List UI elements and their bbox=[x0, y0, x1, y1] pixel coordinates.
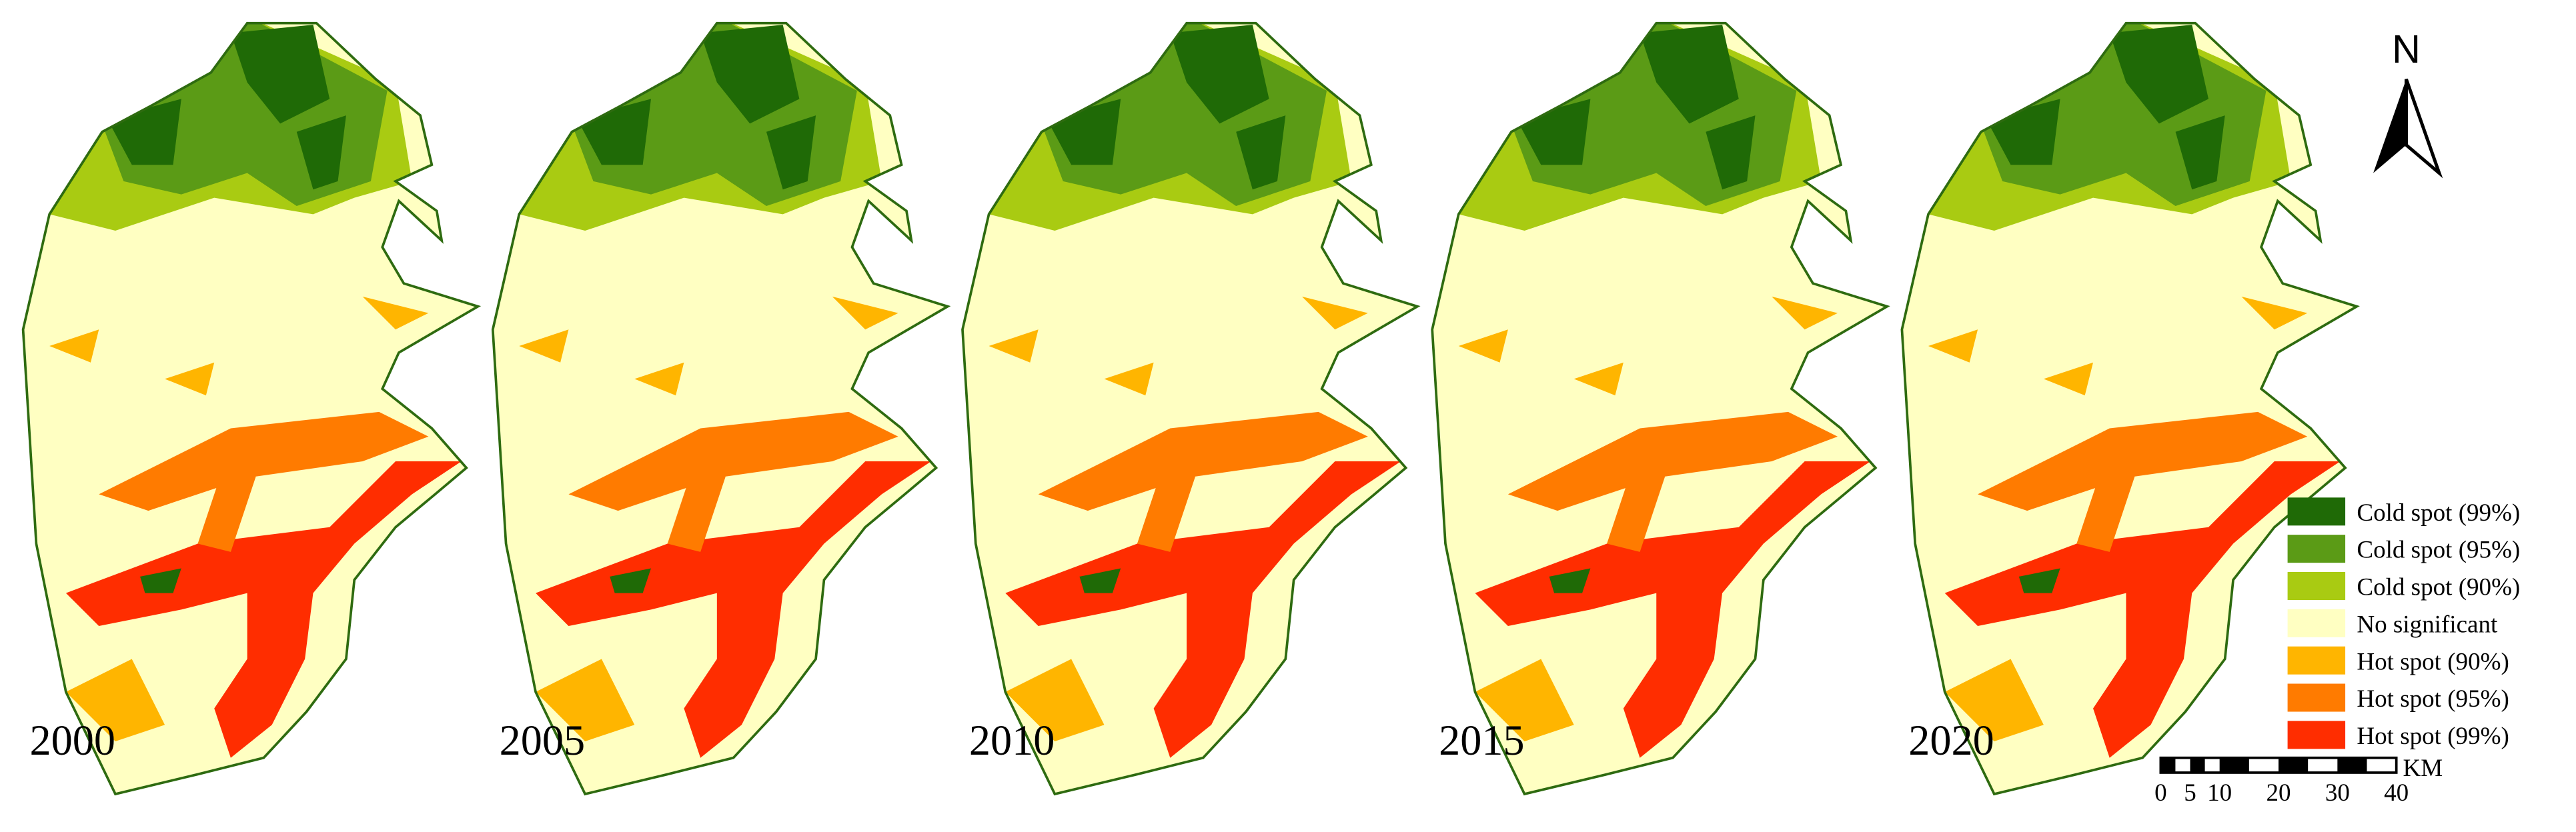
scale-label: 10 bbox=[2207, 779, 2232, 807]
legend-label: Hot spot (95%) bbox=[2357, 685, 2509, 713]
map-panel: 2020 bbox=[1879, 0, 2373, 823]
scale-label: 40 bbox=[2384, 779, 2409, 807]
legend-label: No significant bbox=[2357, 611, 2498, 638]
year-label: 2005 bbox=[500, 717, 585, 764]
map bbox=[939, 0, 1433, 823]
map-panel: 2000 bbox=[0, 0, 494, 823]
north-label: N bbox=[2392, 27, 2421, 71]
scale-bar-segment bbox=[2190, 757, 2205, 773]
scale-bar-segment bbox=[2279, 757, 2309, 773]
legend-swatch bbox=[2287, 646, 2346, 675]
legend-swatch bbox=[2287, 721, 2346, 749]
legend-swatch bbox=[2287, 571, 2346, 600]
scale-label: 20 bbox=[2266, 779, 2291, 807]
year-label: 2000 bbox=[29, 717, 115, 764]
year-label: 2010 bbox=[969, 717, 1055, 764]
legend-label: Cold spot (90%) bbox=[2357, 574, 2520, 601]
legend-label: Hot spot (99%) bbox=[2357, 723, 2509, 750]
map bbox=[470, 0, 964, 823]
scale-label: 5 bbox=[2184, 779, 2196, 807]
legend-swatch bbox=[2287, 683, 2346, 712]
scale-bar-segment bbox=[2337, 757, 2367, 773]
legend-label: Cold spot (95%) bbox=[2357, 537, 2520, 564]
legend-swatch bbox=[2287, 497, 2346, 526]
map-panel: 2005 bbox=[470, 0, 964, 823]
scale-label: 30 bbox=[2325, 779, 2350, 807]
scale-label: 0 bbox=[2154, 779, 2167, 807]
legend: Cold spot (99%) Cold spot (95%) Cold spot … bbox=[2287, 497, 2520, 750]
scale-bar-segment bbox=[2160, 757, 2176, 773]
map-panel: 2010 bbox=[939, 0, 1433, 823]
map bbox=[1409, 0, 1904, 823]
year-label: 2020 bbox=[1908, 717, 1994, 764]
map bbox=[0, 0, 494, 823]
scale-bar-segment bbox=[2219, 757, 2249, 773]
scale-unit: KM bbox=[2403, 755, 2443, 782]
map-panel: 2015 bbox=[1409, 0, 1904, 823]
legend-label: Hot spot (90%) bbox=[2357, 648, 2509, 675]
year-label: 2015 bbox=[1439, 717, 1524, 764]
panels: 2000 2005 2010 2015 2020 bbox=[0, 0, 2373, 823]
legend-swatch bbox=[2287, 535, 2346, 563]
legend-label: Cold spot (99%) bbox=[2357, 499, 2520, 527]
legend-swatch bbox=[2287, 609, 2346, 637]
north-arrow: N bbox=[2373, 27, 2443, 179]
